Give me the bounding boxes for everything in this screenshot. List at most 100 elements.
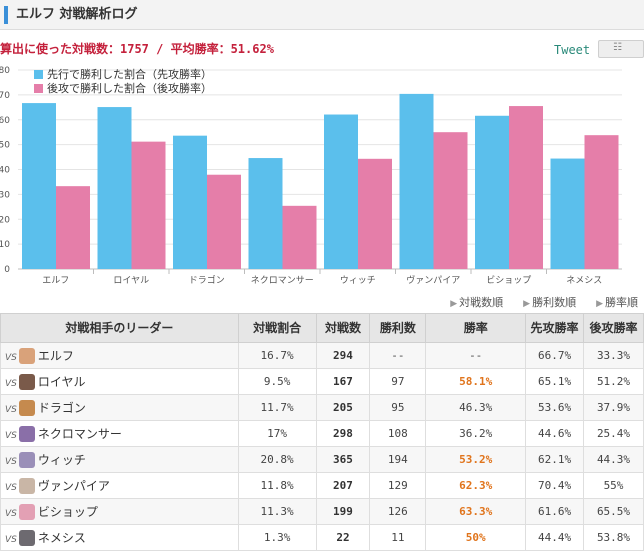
summary-text: 算出に使った対戦数：1757 / 平均勝率：51.62% (0, 42, 274, 56)
ratio-cell: 11.3% (237, 498, 317, 525)
sort-link[interactable]: ▶ 勝率順 (586, 296, 638, 309)
bar-second (56, 186, 90, 269)
winrate-cell: 63.3% (425, 498, 527, 525)
leader-avatar (18, 374, 35, 391)
y-tick-label: 30 (0, 190, 10, 200)
bar-second (509, 106, 543, 269)
bar-first (550, 158, 585, 269)
triangle-right-icon: ▶ (596, 299, 603, 309)
bar-second (433, 132, 468, 269)
col-winrate[interactable]: 勝率 (425, 313, 527, 343)
first-winrate-cell: 65.1% (525, 368, 585, 395)
leader-cell: VS ビショップ (0, 498, 239, 525)
games-cell: 207 (315, 472, 371, 499)
y-tick-label: 60 (0, 116, 10, 126)
winrate-cell: 46.3% (425, 394, 527, 421)
leader-name: ヴァンパイア (37, 478, 110, 493)
sort-link[interactable]: ▶ 勝利数順 (513, 296, 576, 309)
first-winrate-cell: 62.1% (525, 446, 585, 473)
sort-links: ▶ 対戦数順 ▶ 勝利数順 ▶ 勝率順 (430, 294, 638, 310)
sort-link-label: 勝利数順 (532, 296, 577, 309)
page-header: エルフ 対戦解析ログ (0, 0, 644, 30)
bar-second (584, 135, 619, 269)
bar-first (475, 115, 509, 269)
y-tick-label: 0 (4, 265, 10, 275)
leader-name: ネクロマンサー (37, 426, 122, 441)
ratio-cell: 11.7% (237, 394, 317, 421)
legend-label: 後攻で勝利した割合（後攻勝率） (47, 81, 212, 95)
vs-label: VS (5, 378, 17, 389)
x-tick-label: ウィッチ (340, 275, 376, 286)
table-row: VS ウィッチ 20.8% 365 194 53.2% 62.1% 44.3% (0, 446, 644, 473)
col-leader[interactable]: 対戦相手のリーダー (0, 313, 239, 343)
wins-cell: 126 (369, 498, 427, 525)
leader-avatar (18, 504, 35, 521)
y-tick-label: 80 (0, 66, 10, 76)
legend-label: 先行で勝利した割合（先攻勝率） (47, 67, 212, 81)
x-tick-label: ヴァンパイア (406, 274, 460, 286)
bar-second (282, 205, 317, 269)
leader-avatar (18, 348, 35, 365)
games-cell: 167 (315, 368, 371, 395)
first-winrate-cell: 70.4% (525, 472, 585, 499)
leader-cell: VS ロイヤル (0, 368, 239, 395)
leader-name: エルフ (37, 348, 74, 363)
bar-second (207, 174, 241, 269)
leader-avatar (18, 426, 35, 443)
winrate-cell: 50% (425, 524, 527, 551)
bar-first (22, 103, 56, 269)
sort-link[interactable]: ▶ 対戦数順 (440, 296, 503, 309)
y-tick-label: 40 (0, 166, 10, 176)
bar-first (399, 93, 434, 269)
ratio-cell: 11.8% (237, 472, 317, 499)
col-first-winrate[interactable]: 先攻勝率 (525, 313, 585, 343)
vs-label: VS (5, 404, 17, 415)
games-cell: 298 (315, 420, 371, 447)
col-second-winrate[interactable]: 後攻勝率 (583, 313, 644, 343)
bar-first (248, 158, 283, 269)
ratio-cell: 9.5% (237, 368, 317, 395)
col-games[interactable]: 対戦数 (315, 313, 371, 343)
matchup-table: 対戦相手のリーダー 対戦割合 対戦数 勝利数 勝率 先攻勝率 後攻勝率 VS エル… (0, 313, 644, 551)
games-cell: 22 (315, 524, 371, 551)
leader-cell: VS ネメシス (0, 524, 239, 551)
col-ratio[interactable]: 対戦割合 (237, 313, 317, 343)
leader-avatar (18, 400, 35, 417)
table-row: VS ロイヤル 9.5% 167 97 58.1% 65.1% 51.2% (0, 368, 644, 395)
first-winrate-cell: 44.6% (525, 420, 585, 447)
leader-avatar (18, 452, 35, 469)
x-tick-label: エルフ (42, 276, 69, 286)
wins-cell: 108 (369, 420, 427, 447)
vs-label: VS (5, 456, 17, 467)
winrate-cell: -- (425, 342, 527, 369)
header-accent-bar (4, 6, 8, 24)
triangle-right-icon: ▶ (450, 299, 458, 309)
games-cell: 365 (315, 446, 371, 473)
ratio-cell: 17% (237, 420, 317, 447)
bar-second (358, 158, 392, 269)
leader-name: ロイヤル (37, 374, 86, 389)
tweet-link[interactable]: Tweet (554, 43, 591, 57)
table-row: VS ドラゴン 11.7% 205 95 46.3% 53.6% 37.9% (0, 394, 644, 421)
share-button[interactable]: ☷ (598, 40, 644, 58)
bar-first (324, 114, 358, 269)
table-row: VS ネクロマンサー 17% 298 108 36.2% 44.6% 25.4% (0, 420, 644, 447)
winrate-cell: 62.3% (425, 472, 527, 499)
table-header-row: 対戦相手のリーダー 対戦割合 対戦数 勝利数 勝率 先攻勝率 後攻勝率 (0, 313, 644, 343)
leader-name: ドラゴン (37, 400, 86, 415)
x-tick-label: ビショップ (486, 275, 531, 286)
leader-name: ウィッチ (37, 452, 86, 467)
table-row: VS ビショップ 11.3% 199 126 63.3% 61.6% 65.5% (0, 498, 644, 525)
wins-cell: 11 (369, 524, 427, 551)
games-cell: 294 (315, 342, 371, 369)
games-cell: 199 (315, 498, 371, 525)
first-winrate-cell: 53.6% (525, 394, 585, 421)
second-winrate-cell: 37.9% (583, 394, 644, 421)
first-winrate-cell: 66.7% (525, 342, 585, 369)
vs-label: VS (5, 352, 17, 363)
col-wins[interactable]: 勝利数 (369, 313, 427, 343)
second-winrate-cell: 55% (583, 472, 644, 499)
leader-cell: VS エルフ (0, 342, 239, 369)
first-winrate-cell: 61.6% (525, 498, 585, 525)
games-cell: 205 (315, 394, 371, 421)
